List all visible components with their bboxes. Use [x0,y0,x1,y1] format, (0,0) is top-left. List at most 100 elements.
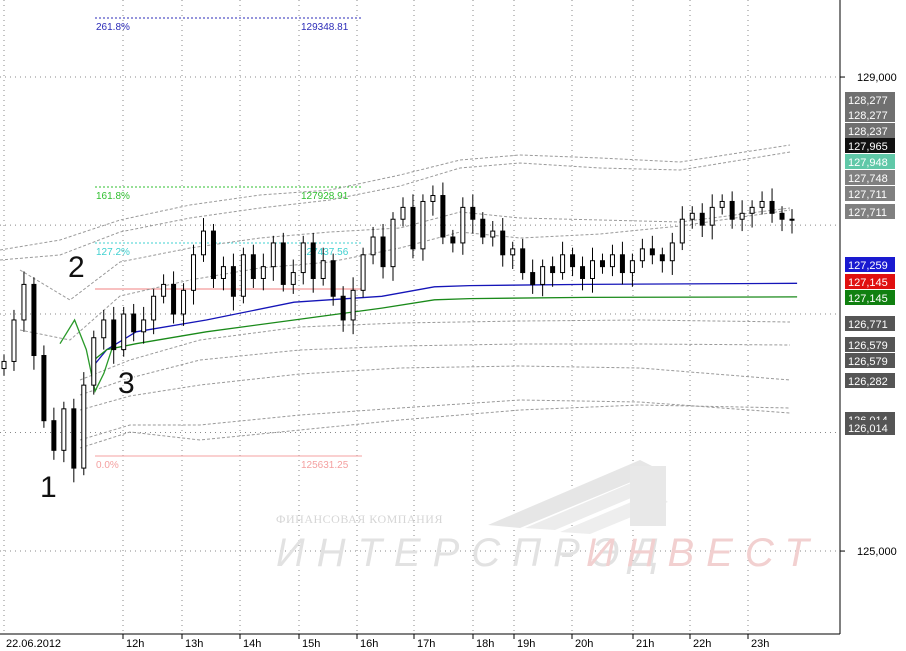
candle-body [360,254,366,291]
candle-body [789,218,795,221]
candle-body [460,206,466,244]
candle-body [759,200,765,208]
candle-body [679,218,685,244]
price-badge-text: 126,579 [848,356,888,368]
candle-body [659,254,665,262]
price-badge-text: 126,579 [848,340,888,352]
watermark-logo-bar [630,466,666,526]
fib-price-label: 125631.25 [301,460,349,471]
price-badge-bg [845,154,895,169]
price-badge-bg [845,107,895,122]
candle-body [430,195,436,202]
price-badge-text: 127,748 [848,173,888,185]
y-tick-label: 129,000 [857,72,897,84]
watermark-line-2a: ИНТЕРСПРЭД [276,531,670,575]
price-badge-text: 127,965 [848,141,888,153]
y-tick-label: 125,000 [857,546,897,558]
x-tick-label: 14h [243,638,261,650]
price-badge-bg [845,92,895,107]
candle-body [420,200,426,250]
candle-body [440,195,446,238]
price-badge: 127,965 [845,138,895,153]
envelope-band [19,207,791,301]
candle-body [350,289,356,321]
candle-body [230,266,236,297]
wave-label-3: 3 [118,367,135,400]
price-badges: 128,277 128,277 128,237 127,965 127,948 127,7… [845,92,895,435]
candle-body [101,319,107,339]
watermark-logo-stripe-2 [525,475,662,530]
candle-body [719,200,725,208]
fib-level-label: 127.2% [96,247,130,258]
price-badge: 126,771 [845,316,895,331]
price-badge: 127,145 [845,274,895,289]
price-badge-text: 127,145 [848,293,888,305]
candle-body [240,254,246,297]
candle-body [71,408,77,469]
candlesticks [1,182,795,483]
x-tick-label: 21h [636,638,654,650]
price-badge: 126,579 [845,337,895,352]
price-badge: 128,237 [845,123,895,138]
candle-body [31,283,37,357]
candle-body [290,272,296,285]
candle-body [21,283,27,321]
price-badge-text: 128,277 [848,110,888,122]
ma-green-line [91,296,798,362]
candle-body [340,295,346,321]
watermark-dash: - [560,531,585,575]
envelope-band [79,365,791,411]
candle-body [131,313,137,333]
wave-label-1: 1 [40,471,57,504]
candle-body [739,212,745,220]
price-badge-text: 127,145 [848,277,888,289]
envelope-band [0,151,791,261]
candle-body [390,218,396,268]
price-badge: 127,748 [845,170,895,185]
candle-body [779,212,785,220]
candle-body [410,206,416,250]
candle-body [689,212,695,220]
watermark-line-2b: ИНВЕСТ [586,531,821,575]
fib-level-label: 161.8% [96,191,130,202]
candle-body [250,254,256,279]
candle-body [550,266,556,274]
fibonacci-levels: 261.8% 129348.81 161.8% 127928.91 127.2% 1274… [95,17,362,471]
price-badge: 126,014 [845,420,895,435]
price-badge-bg [845,123,895,138]
watermark-line-1: ФИНАНСОВАЯ КОМПАНИЯ [276,512,443,526]
company-watermark: ФИНАНСОВАЯ КОМПАНИЯ ИНТЕРСПРЭД - ИНВЕСТ [276,460,821,575]
ma-fast-green-line [59,318,117,394]
price-badge-bg [845,337,895,352]
x-tick-label: 22h [693,638,711,650]
candle-body [270,242,276,268]
x-start-label: 22.06.2012 [6,638,61,650]
candle-body [470,206,476,220]
price-badge: 126,282 [845,373,895,388]
moving-averages [59,282,798,394]
price-badge-text: 126,014 [848,423,888,435]
fib-level-label: 0.0% [96,460,119,471]
candle-body [11,319,17,362]
candle-body [649,248,655,256]
price-badge-text: 128,237 [848,126,888,138]
x-tick-label: 12h [126,638,144,650]
price-badge-text: 127,711 [848,207,887,219]
fib-price-label: 129348.81 [301,22,349,33]
candle-body [540,266,546,285]
price-badge-text: 128,277 [848,95,888,107]
price-badge-bg [845,257,895,272]
candle-body [560,254,566,274]
candle-body [480,218,486,238]
price-badge-bg [845,186,895,201]
candle-body [749,206,755,214]
candle-body [609,254,615,268]
candle-body [191,254,197,291]
envelope-band [79,404,791,449]
candle-body [699,212,705,226]
fib-level-label: 261.8% [96,22,130,33]
candle-body [181,289,187,315]
watermark-logo-stripes [488,460,660,528]
candle-body [310,242,316,279]
